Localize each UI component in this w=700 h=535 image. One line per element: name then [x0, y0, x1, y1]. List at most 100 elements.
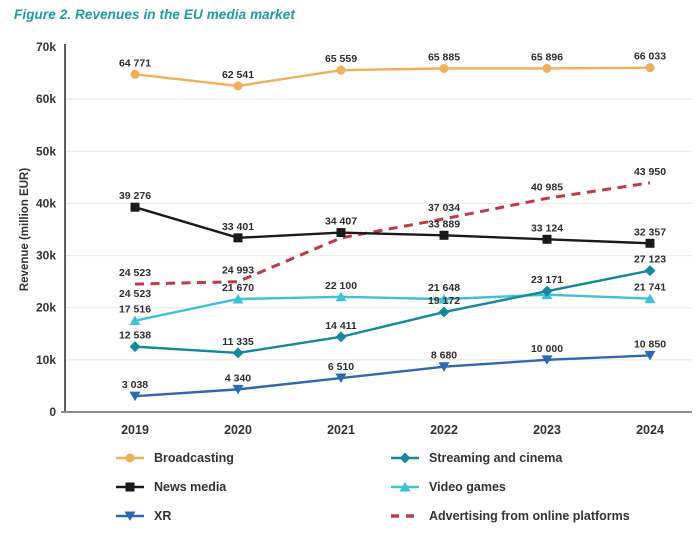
series-line: [134, 269, 651, 355]
x-tick-label: 2023: [533, 423, 561, 437]
data-point-label: 21 670: [222, 282, 254, 294]
data-point-marker: [130, 69, 140, 79]
y-tick-label: 20k: [36, 301, 56, 315]
data-point-label: 4 340: [225, 372, 251, 384]
legend-column-2: Streaming and cinema Video games Advertisi…: [390, 448, 630, 535]
legend-item-label: News media: [154, 480, 227, 494]
series-broadcasting: [130, 63, 655, 91]
data-point-label: 62 541: [222, 69, 254, 81]
data-point-label: 43 950: [634, 166, 666, 178]
y-tick-label: 60k: [36, 92, 56, 106]
x-tick-label: 2020: [224, 423, 252, 437]
y-tick-label: 10k: [36, 353, 56, 367]
data-point-label: 11 335: [222, 336, 254, 348]
data-point-marker: [644, 293, 656, 304]
data-point-marker: [644, 350, 656, 361]
y-tick-label: 40k: [36, 196, 56, 210]
data-point-marker: [438, 306, 450, 318]
legend-streaming-and-cinema-icon: [391, 452, 419, 464]
y-tick-label: 70k: [36, 40, 56, 54]
series-news-media: [130, 202, 655, 248]
legend-column-1: Broadcasting News media XR: [115, 448, 390, 535]
data-point-marker: [542, 234, 552, 244]
data-point-label: 10 850: [634, 338, 666, 350]
data-point-label: 40 985: [531, 181, 563, 193]
x-tick-label: 2021: [327, 423, 355, 437]
data-point-marker: [125, 482, 135, 492]
legend-item-label: XR: [154, 509, 172, 523]
y-axis-title: Revenue (million EUR): [19, 168, 31, 291]
series-line: [134, 181, 651, 286]
series-video-games: [129, 289, 656, 326]
data-point-label: 65 559: [325, 53, 357, 65]
data-point-marker: [336, 228, 346, 238]
data-point-label: 64 771: [119, 57, 151, 69]
series-advertising-from-online-platforms: [134, 181, 651, 286]
data-point-label: 6 510: [328, 361, 354, 373]
legend-xr-icon: [116, 511, 144, 521]
data-point-label: 8 680: [431, 350, 457, 362]
data-point-label: 37 034: [428, 202, 460, 214]
legend-item-label: Broadcasting: [154, 451, 234, 465]
x-tick-label: 2022: [430, 423, 458, 437]
data-point-label: 3 038: [122, 379, 148, 391]
data-point-marker: [541, 355, 553, 365]
x-tick-label: 2019: [121, 423, 149, 437]
line-chart-svg: 0 10k 20k 30k 40k 50k 60k 70k Revenue (million E…: [19, 40, 692, 437]
legend-item-label: Video games: [429, 480, 506, 494]
y-tick-label: 0: [49, 405, 56, 419]
line-chart: 0 10k 20k 30k 40k 50k 60k 70k Revenue (million E…: [0, 30, 700, 442]
data-point-label: 12 538: [119, 330, 151, 342]
y-tick-label: 50k: [36, 144, 56, 158]
legend-broadcasting-icon: [116, 453, 144, 463]
data-point-marker: [336, 65, 346, 75]
data-point-marker: [335, 291, 347, 302]
data-point-marker: [541, 285, 553, 297]
data-point-label: 39 276: [119, 190, 151, 202]
data-point-label: 33 401: [222, 221, 254, 233]
series-line: [134, 206, 651, 245]
data-point-label: 19 172: [428, 295, 460, 307]
data-point-label: 34 407: [325, 216, 357, 228]
legend-advertising-from-online-platforms-icon: [391, 514, 419, 518]
data-point-label: 24 993: [222, 265, 254, 277]
data-point-marker: [438, 362, 450, 372]
data-point-marker: [645, 63, 655, 73]
data-point-label: 21 648: [428, 282, 460, 294]
legend-item-news-media: News media: [115, 477, 390, 497]
legend-video-games-icon: [391, 482, 419, 492]
legend-item-video-games: Video games: [390, 477, 630, 497]
series-line: [134, 354, 651, 398]
y-tick-label: 30k: [36, 249, 56, 263]
series-xr: [129, 350, 656, 402]
data-labels: 64 771 62 541 65 559 65 885 65 896 66 033 39 2…: [119, 51, 666, 391]
legend-item-streaming-and-cinema: Streaming and cinema: [390, 448, 630, 468]
data-point-marker: [542, 63, 552, 73]
data-point-marker: [129, 391, 141, 402]
data-point-marker: [335, 331, 347, 343]
data-point-marker: [644, 265, 656, 277]
legend-item-broadcasting: Broadcasting: [115, 448, 390, 468]
data-point-label: 32 357: [634, 226, 666, 238]
data-point-marker: [232, 294, 244, 304]
data-point-marker: [129, 315, 141, 326]
data-point-label: 23 171: [531, 274, 563, 286]
data-point-marker: [439, 230, 449, 240]
data-point-marker: [439, 63, 449, 73]
series-streaming-and-cinema: [129, 265, 656, 359]
data-point-label: 66 033: [634, 51, 666, 63]
data-point-marker: [233, 233, 243, 243]
data-point-label: 33 124: [531, 222, 563, 234]
chart-legend: Broadcasting News media XR Streaming and ci…: [115, 448, 685, 535]
x-tick-label: 2024: [636, 423, 664, 437]
data-point-label: 21 741: [634, 282, 666, 294]
series-line: [134, 66, 651, 88]
data-point-marker: [399, 482, 411, 492]
figure-title: Figure 2. Revenues in the EU media marke…: [14, 7, 295, 22]
data-point-label: 22 100: [325, 280, 357, 292]
data-point-label: 24 523: [119, 267, 151, 279]
data-point-label: 17 516: [119, 304, 151, 316]
data-point-marker: [335, 373, 347, 384]
data-point-label: 14 411: [325, 320, 357, 332]
legend-item-label: Streaming and cinema: [429, 451, 563, 465]
